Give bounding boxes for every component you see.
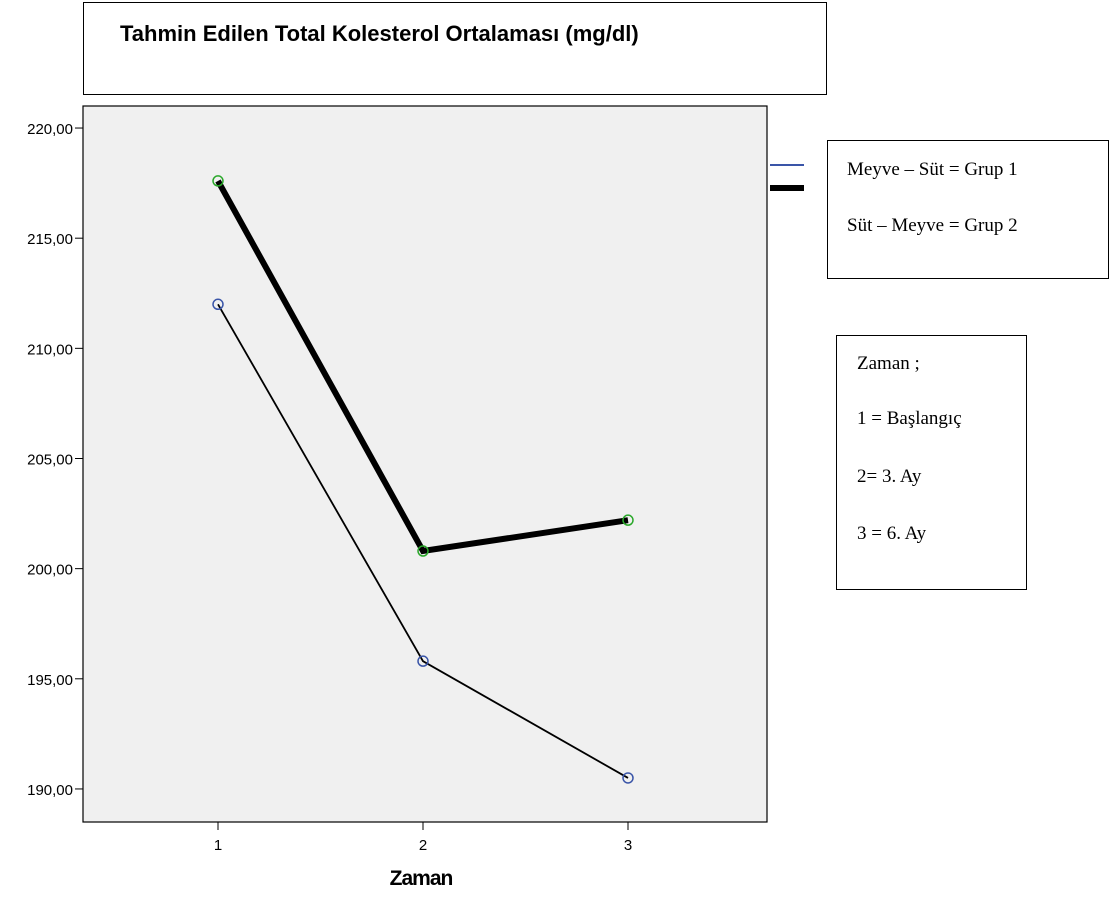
data-point-group-1	[417, 655, 429, 667]
data-point-group-1	[212, 298, 224, 311]
data-point-group-1	[622, 772, 634, 784]
time-note-1: 1 = Başlangıç	[857, 408, 962, 429]
series-layer	[212, 175, 634, 784]
legend-entry-group-2: Süt – Meyve = Grup 2	[847, 215, 1018, 236]
chart-title: Tahmin Edilen Total Kolesterol Ortalamas…	[120, 21, 639, 46]
x-axis: 1 2 3	[214, 822, 632, 854]
y-tick-label: 210,00	[27, 341, 73, 358]
time-note-2: 2= 3. Ay	[857, 466, 922, 487]
y-tick-label: 215,00	[27, 231, 73, 248]
series-line-group-2	[215, 179, 629, 555]
time-note-3: 3 = 6. Ay	[857, 523, 927, 544]
x-axis-title: Zaman	[390, 867, 453, 890]
x-tick-label: 2	[419, 837, 427, 854]
legend-swatches	[770, 164, 804, 191]
plot-area	[82, 105, 768, 823]
legend-box: Meyve – Süt = Grup 1 Süt – Meyve = Grup …	[827, 140, 1109, 279]
y-tick-label: 190,00	[27, 782, 73, 799]
time-note-heading: Zaman ;	[857, 353, 920, 374]
y-tick-label: 205,00	[27, 451, 73, 468]
time-legend-box: Zaman ; 1 = Başlangıç 2= 3. Ay 3 = 6. Ay	[836, 335, 1027, 590]
data-point-group-2	[417, 545, 429, 557]
legend-entry-group-1: Meyve – Süt = Grup 1	[847, 159, 1018, 180]
series-line-group-1	[217, 303, 629, 779]
x-tick-label: 3	[624, 837, 632, 854]
y-axis: 190,00 195,00 200,00 205,00 210,00 215,00 220,…	[27, 121, 83, 799]
data-point-group-2	[622, 514, 634, 526]
y-tick-label: 195,00	[27, 672, 73, 689]
data-point-group-2	[212, 175, 224, 187]
y-tick-label: 200,00	[27, 562, 73, 579]
y-tick-label: 220,00	[27, 121, 73, 138]
x-tick-label: 1	[214, 837, 222, 854]
chart-title-box: Tahmin Edilen Total Kolesterol Ortalamas…	[83, 2, 827, 95]
